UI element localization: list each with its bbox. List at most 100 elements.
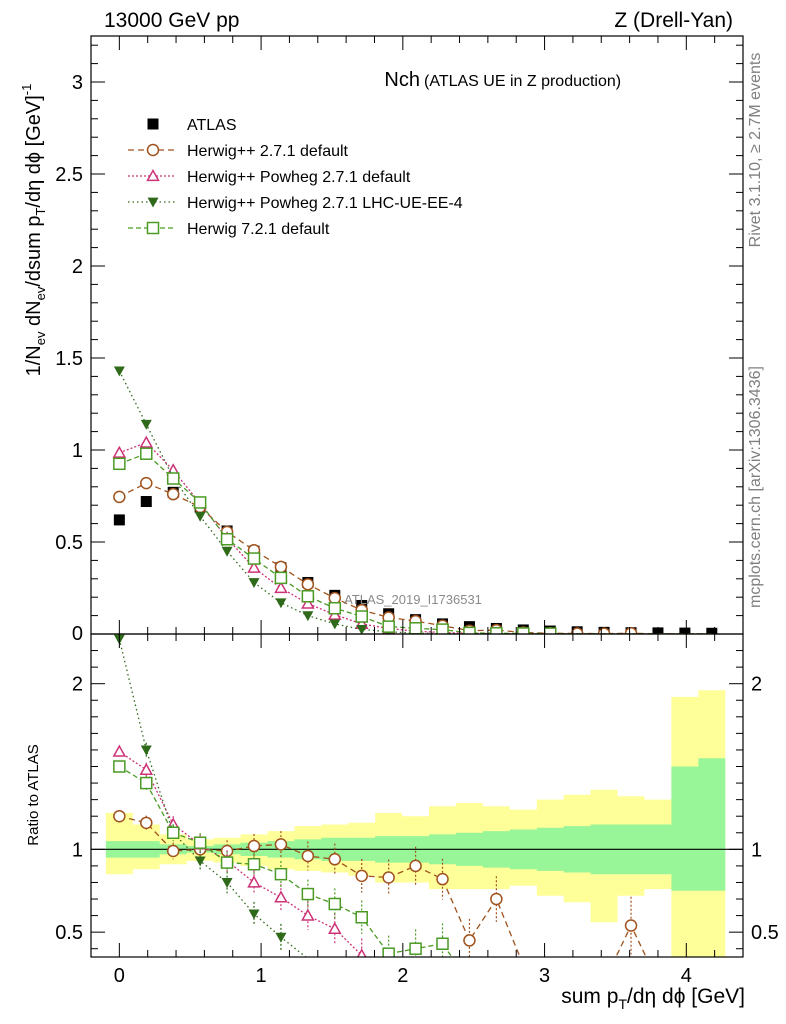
data-point-herwig-2-7-1-default — [328, 591, 342, 605]
ratio-point-herwig-2-7-1-default — [463, 934, 476, 947]
legend-label-herwig-7-2-1-default: Herwig 7.2.1 default — [187, 221, 330, 238]
analysis-watermark: ATLAS_2019_I1736531 — [344, 592, 482, 607]
series-line-herwig-7-2-1-default — [119, 452, 712, 634]
data-point-herwig-7-2-1-default — [409, 622, 422, 634]
data-point-herwig-7-2-1-default — [436, 623, 449, 634]
data-point-herwig-7-2-1-default — [220, 532, 234, 546]
y-tick-label-ratio-right: 1 — [751, 839, 762, 861]
ratio-point-herwig-2-7-1-default — [166, 844, 180, 858]
data-point-herwig-powheg-2-7-1-lhc-ue-ee-4 — [275, 598, 287, 609]
plot-subtitle: (ATLAS UE in Z production) — [424, 73, 621, 90]
ratio-point-herwig-2-7-1-default — [409, 859, 422, 873]
x-tick-label: 0 — [114, 965, 125, 987]
header-left-text: 13000 GeV pp — [104, 9, 239, 32]
ratio-point-herwig-powheg-2-7-1-default — [274, 890, 288, 903]
plot-title: Nch — [384, 69, 420, 91]
ratio-point-herwig-7-2-1-default — [328, 897, 342, 911]
data-point-herwig-2-7-1-default — [166, 487, 180, 501]
data-point-herwig-powheg-2-7-1-lhc-ue-ee-4 — [329, 619, 341, 630]
ratio-point-herwig-7-2-1-default — [301, 887, 315, 901]
uncertainty-band-inner — [105, 758, 726, 891]
ratio-point-herwig-7-2-1-default — [140, 776, 153, 790]
ratio-point-herwig-7-2-1-default — [382, 947, 395, 957]
data-point-atlas — [113, 514, 125, 526]
ratio-point-herwig-powheg-2-7-1-lhc-ue-ee-4 — [140, 745, 152, 756]
data-point-atlas — [706, 627, 718, 634]
header-right-text: Z (Drell-Yan) — [614, 9, 733, 32]
uncertainty-band-outer — [105, 690, 726, 957]
ratio-point-herwig-7-2-1-default — [193, 836, 207, 849]
ratio-point-herwig-7-2-1-default — [409, 942, 422, 955]
legend-marker-herwig-powheg-2-7-1-lhc-ue-ee-4 — [147, 197, 159, 208]
data-point-herwig-7-2-1-default — [140, 447, 153, 460]
series-line-herwig-2-7-1-default — [119, 482, 712, 634]
y-tick-label-main: 0.5 — [55, 532, 83, 554]
ratio-point-herwig-2-7-1-default — [355, 869, 368, 883]
data-point-herwig-7-2-1-default — [328, 601, 342, 615]
data-point-herwig-powheg-2-7-1-lhc-ue-ee-4 — [248, 578, 260, 588]
data-point-herwig-powheg-2-7-1-default — [301, 596, 315, 609]
ratio-point-herwig-2-7-1-default — [301, 849, 315, 863]
ratio-point-herwig-powheg-2-7-1-default — [356, 948, 367, 957]
y-tick-label-main: 0 — [72, 623, 83, 645]
data-point-herwig-7-2-1-default — [490, 627, 503, 634]
data-point-herwig-7-2-1-default — [382, 620, 395, 633]
ratio-point-herwig-powheg-2-7-1-default — [139, 762, 154, 775]
data-point-herwig-7-2-1-default — [301, 590, 315, 603]
ratio-point-herwig-2-7-1-default — [490, 892, 503, 906]
data-point-herwig-2-7-1-default — [113, 490, 126, 504]
y-tick-label-main: 2 — [72, 256, 83, 278]
ratio-point-herwig-2-7-1-default — [624, 919, 638, 932]
legend-marker-atlas — [147, 118, 159, 130]
data-point-herwig-7-2-1-default — [193, 496, 207, 509]
ratio-point-herwig-powheg-2-7-1-default — [301, 908, 315, 921]
data-point-herwig-7-2-1-default — [355, 610, 368, 623]
ratio-point-herwig-powheg-2-7-1-lhc-ue-ee-4 — [275, 932, 287, 943]
ratio-point-herwig-powheg-2-7-1-lhc-ue-ee-4 — [248, 909, 260, 920]
ratio-point-herwig-7-2-1-default — [220, 856, 234, 869]
ratio-line-herwig-2-7-1-default — [119, 815, 647, 957]
data-point-atlas — [140, 496, 152, 508]
data-point-herwig-powheg-2-7-1-default — [247, 560, 261, 573]
legend-label-herwig-2-7-1-default: Herwig++ 2.7.1 default — [187, 143, 349, 160]
ratio-point-herwig-powheg-2-7-1-default — [328, 921, 342, 934]
ratio-point-herwig-2-7-1-default — [382, 871, 395, 884]
data-point-herwig-powheg-2-7-1-lhc-ue-ee-4 — [356, 625, 368, 634]
y-tick-label-ratio-right: 2 — [751, 674, 762, 696]
ratio-point-herwig-2-7-1-default — [436, 872, 449, 886]
side-text-mcplots: mcplots.cern.ch [arXiv:1306.3436] — [747, 366, 764, 608]
y-tick-label-main: 3 — [72, 72, 83, 94]
data-point-herwig-powheg-2-7-1-default — [274, 580, 288, 594]
y-axis-label-main: 1/Nev dNev/dsum pT/dη dϕ [GeV]-1 — [19, 84, 48, 377]
legend: ATLAS Herwig++ 2.7.1 default Herwig++ Powh… — [128, 117, 463, 238]
ratio-point-herwig-2-7-1-default — [328, 853, 342, 866]
data-point-herwig-7-2-1-default — [113, 457, 126, 471]
data-point-herwig-powheg-2-7-1-lhc-ue-ee-4 — [113, 366, 125, 377]
y-tick-label-ratio-right: 0.5 — [751, 922, 779, 944]
x-tick-label: 1 — [256, 965, 267, 987]
legend-marker-herwig-powheg-2-7-1-default — [146, 168, 160, 182]
ratio-point-herwig-7-2-1-default — [274, 867, 288, 881]
ratio-point-herwig-powheg-2-7-1-lhc-ue-ee-4 — [221, 878, 233, 888]
x-tick-label: 4 — [681, 965, 692, 987]
y-tick-label-main: 1 — [72, 440, 83, 462]
ratio-point-herwig-2-7-1-default — [247, 839, 261, 853]
data-point-herwig-powheg-2-7-1-lhc-ue-ee-4 — [221, 546, 233, 557]
y-tick-label-main: 2.5 — [55, 164, 83, 186]
legend-label-herwig-powheg-2-7-1-default: Herwig++ Powheg 2.7.1 default — [187, 169, 411, 186]
legend-marker-herwig-2-7-1-default — [146, 143, 160, 157]
ratio-point-herwig-2-7-1-default — [140, 816, 153, 830]
ratio-plot-panel: 0.5 0.5 1 1 2 2 0 1 2 3 4 — [55, 633, 779, 987]
data-point-herwig-powheg-2-7-1-lhc-ue-ee-4 — [302, 611, 314, 622]
ratio-point-herwig-7-2-1-default — [113, 760, 126, 773]
data-point-herwig-2-7-1-default — [274, 560, 288, 574]
ratio-point-herwig-2-7-1-default — [113, 809, 126, 823]
data-point-herwig-powheg-2-7-1-default — [139, 435, 154, 448]
data-point-herwig-7-2-1-default — [166, 472, 180, 485]
main-plot-panel: 0.5 1 1.5 2 2.5 3 0 Nch (ATLAS UE in Z product… — [55, 35, 744, 645]
y-tick-label-ratio: 2 — [72, 674, 83, 696]
x-axis-label: sum pT/dη dϕ [GeV] — [561, 985, 745, 1012]
data-point-herwig-2-7-1-default — [140, 476, 153, 490]
ratio-point-herwig-7-2-1-default — [355, 910, 368, 924]
